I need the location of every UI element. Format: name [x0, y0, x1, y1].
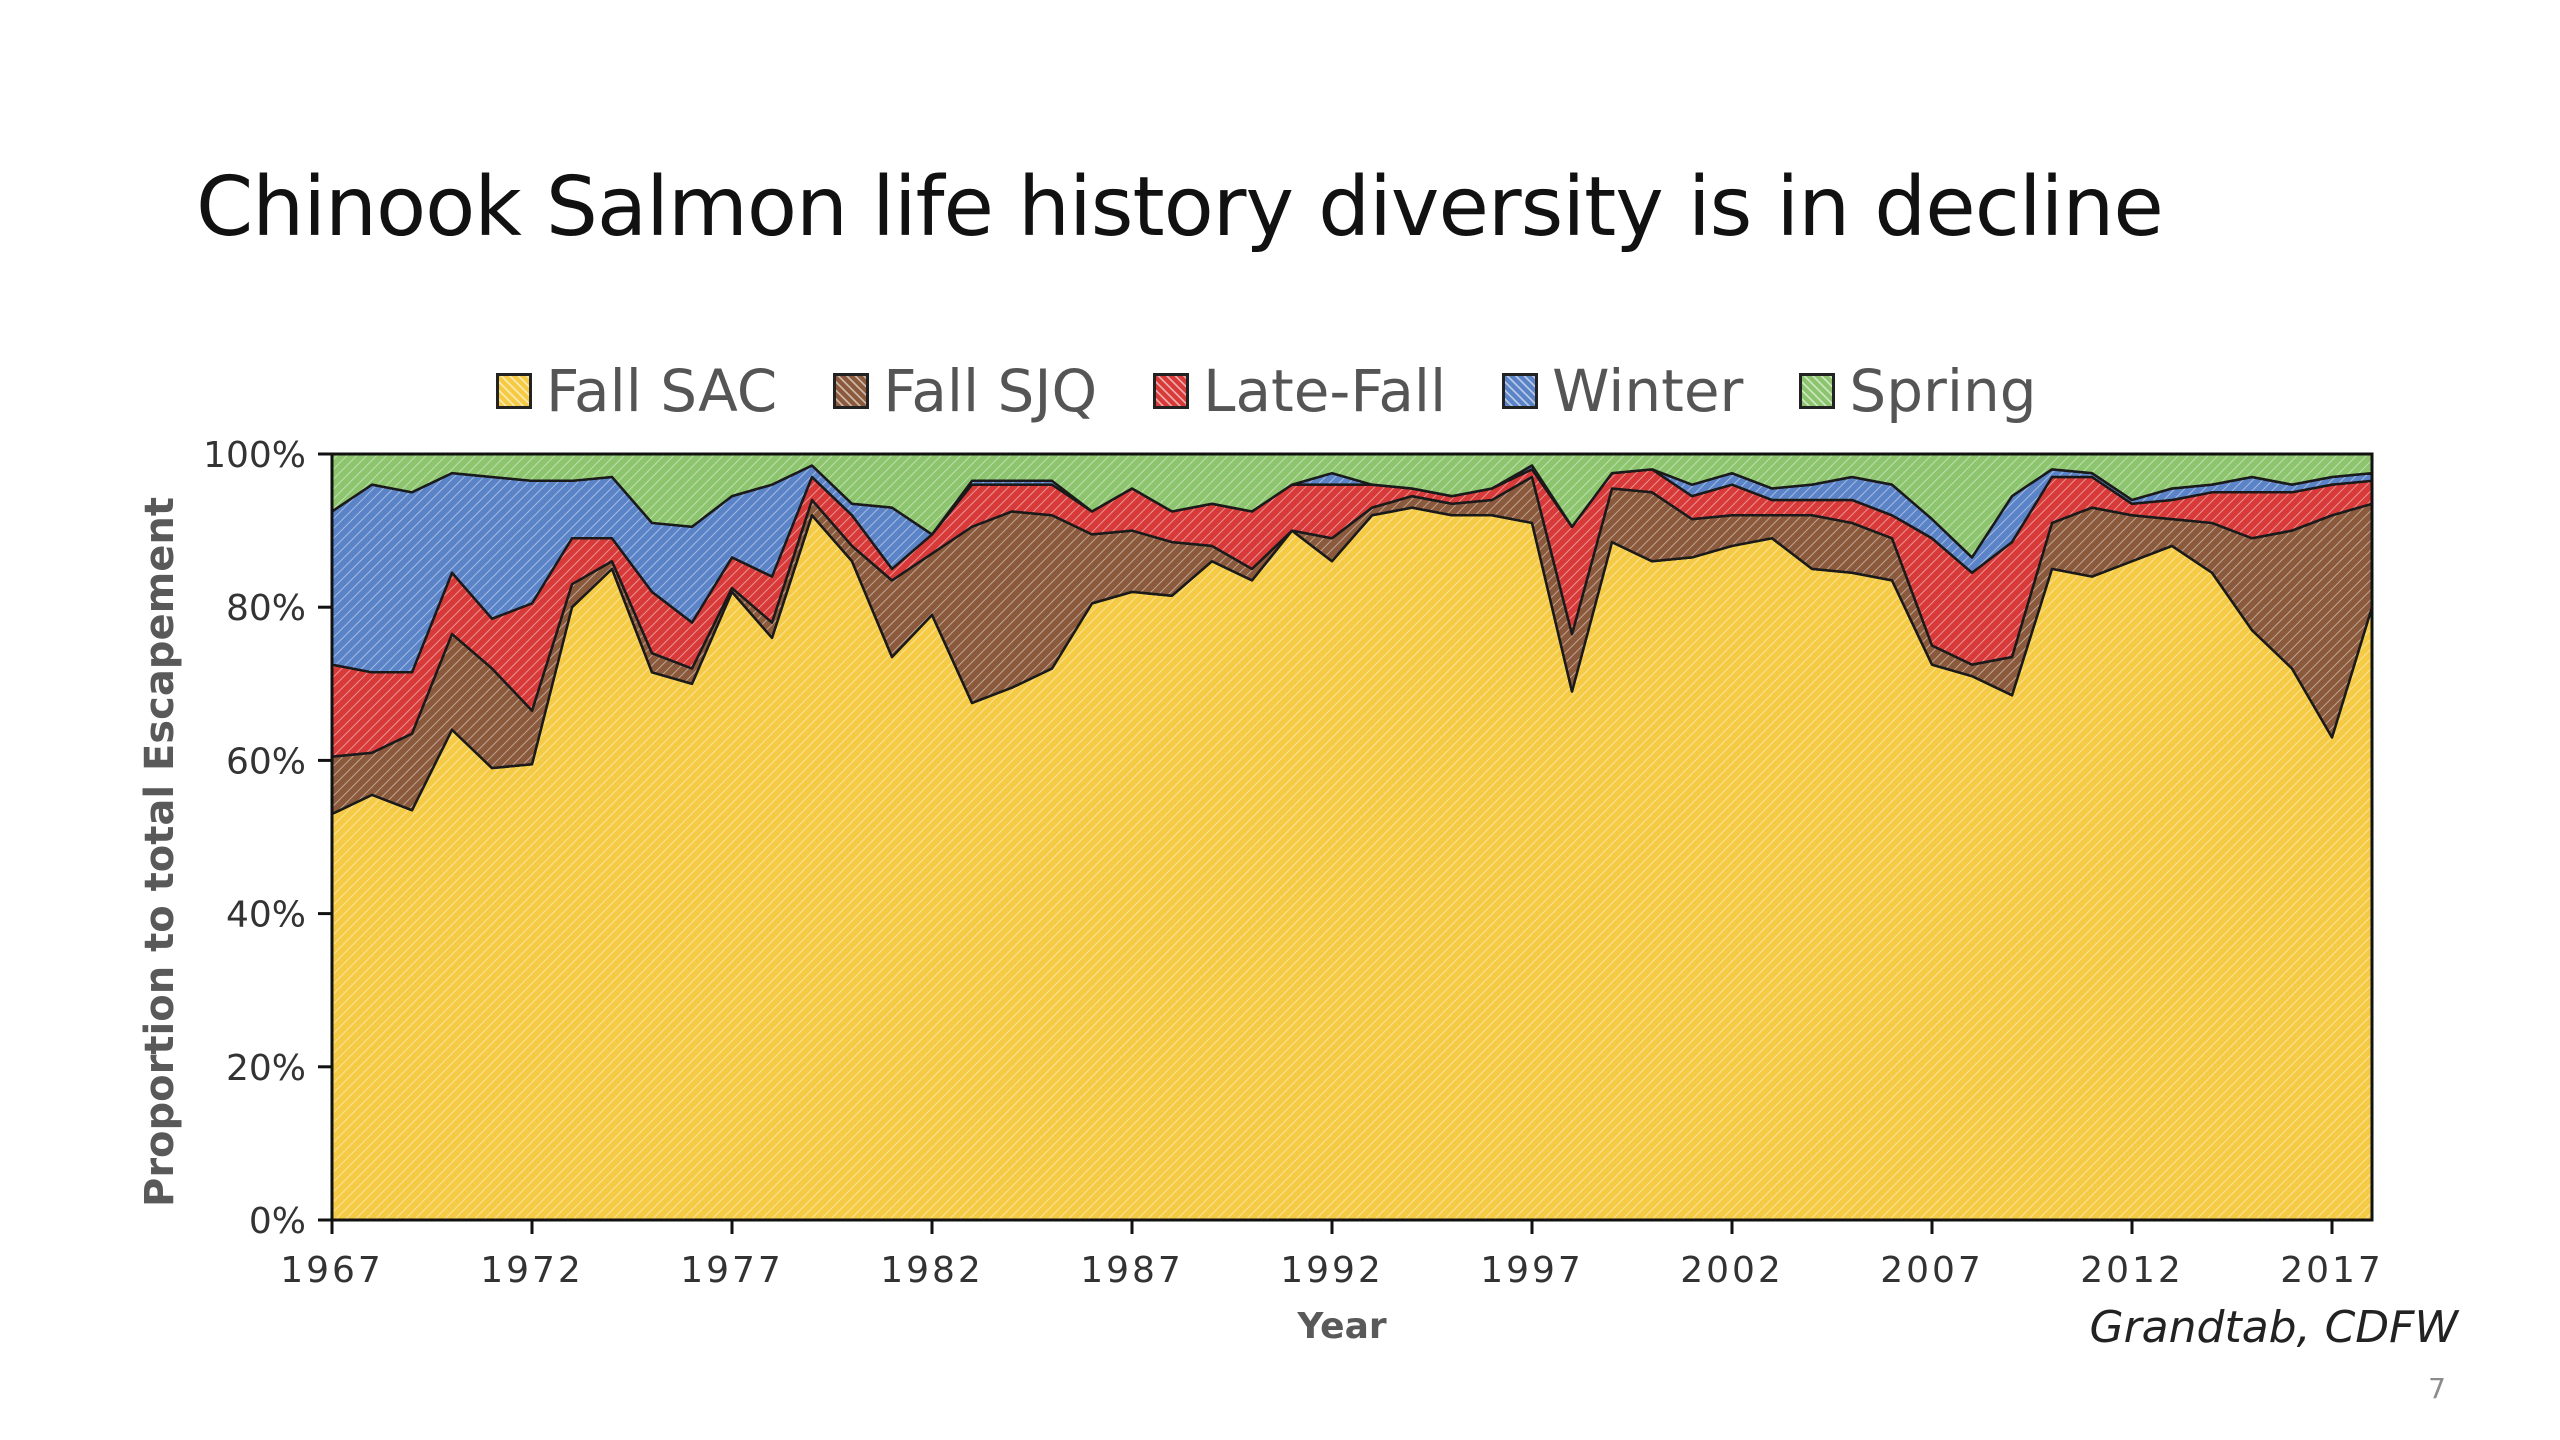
legend-item-spring: Spring: [1799, 357, 2037, 425]
page-number: 7: [2428, 1372, 2446, 1405]
y-tick-label: 100%: [203, 435, 306, 476]
legend-item-fall-sac: Fall SAC: [496, 357, 777, 425]
y-axis-label: Proportion to total Escapement: [137, 497, 183, 1207]
x-tick-label: 1977: [680, 1250, 784, 1291]
y-tick-label: 0%: [249, 1201, 306, 1242]
x-tick-label: 1967: [280, 1250, 384, 1291]
x-tick-label: 1972: [480, 1250, 584, 1291]
plot-frame: [330, 452, 2374, 1222]
source-note: Grandtab, CDFW: [2089, 1302, 2459, 1353]
x-tick-label: 1997: [1480, 1250, 1584, 1291]
legend-swatch-late-fall: [1153, 373, 1190, 409]
chart-legend: Fall SAC Fall SJQ Late-Fall Winter Sprin…: [496, 356, 2037, 426]
legend-label-winter: Winter: [1552, 357, 1744, 425]
legend-item-fall-sjq: Fall SJQ: [833, 357, 1097, 425]
x-tick-label: 1987: [1080, 1250, 1184, 1291]
legend-label-spring: Spring: [1849, 357, 2037, 425]
slide-title: Chinook Salmon life history diversity is…: [196, 160, 2164, 255]
legend-item-late-fall: Late-Fall: [1153, 357, 1446, 425]
x-tick-label: 2007: [1880, 1250, 1984, 1291]
x-tick-label: 1982: [880, 1250, 984, 1291]
y-tick-label: 40%: [226, 895, 306, 936]
x-tick-label: 2002: [1680, 1250, 1784, 1291]
x-tick-label: 2017: [2280, 1250, 2384, 1291]
x-axis-label: Year: [1297, 1306, 1387, 1347]
x-tick-label: 2012: [2080, 1250, 2184, 1291]
y-tick-label: 20%: [226, 1048, 306, 1089]
legend-label-late-fall: Late-Fall: [1203, 357, 1447, 425]
y-tick-label: 80%: [226, 588, 306, 629]
legend-label-fall-sjq: Fall SJQ: [883, 357, 1098, 425]
legend-item-winter: Winter: [1502, 357, 1743, 425]
legend-label-fall-sac: Fall SAC: [546, 357, 778, 425]
legend-swatch-winter: [1502, 373, 1539, 409]
legend-swatch-fall-sjq: [833, 373, 870, 409]
x-tick-label: 1992: [1280, 1250, 1384, 1291]
legend-swatch-fall-sac: [496, 373, 532, 409]
legend-swatch-spring: [1799, 373, 1836, 409]
y-tick-label: 60%: [226, 741, 306, 782]
